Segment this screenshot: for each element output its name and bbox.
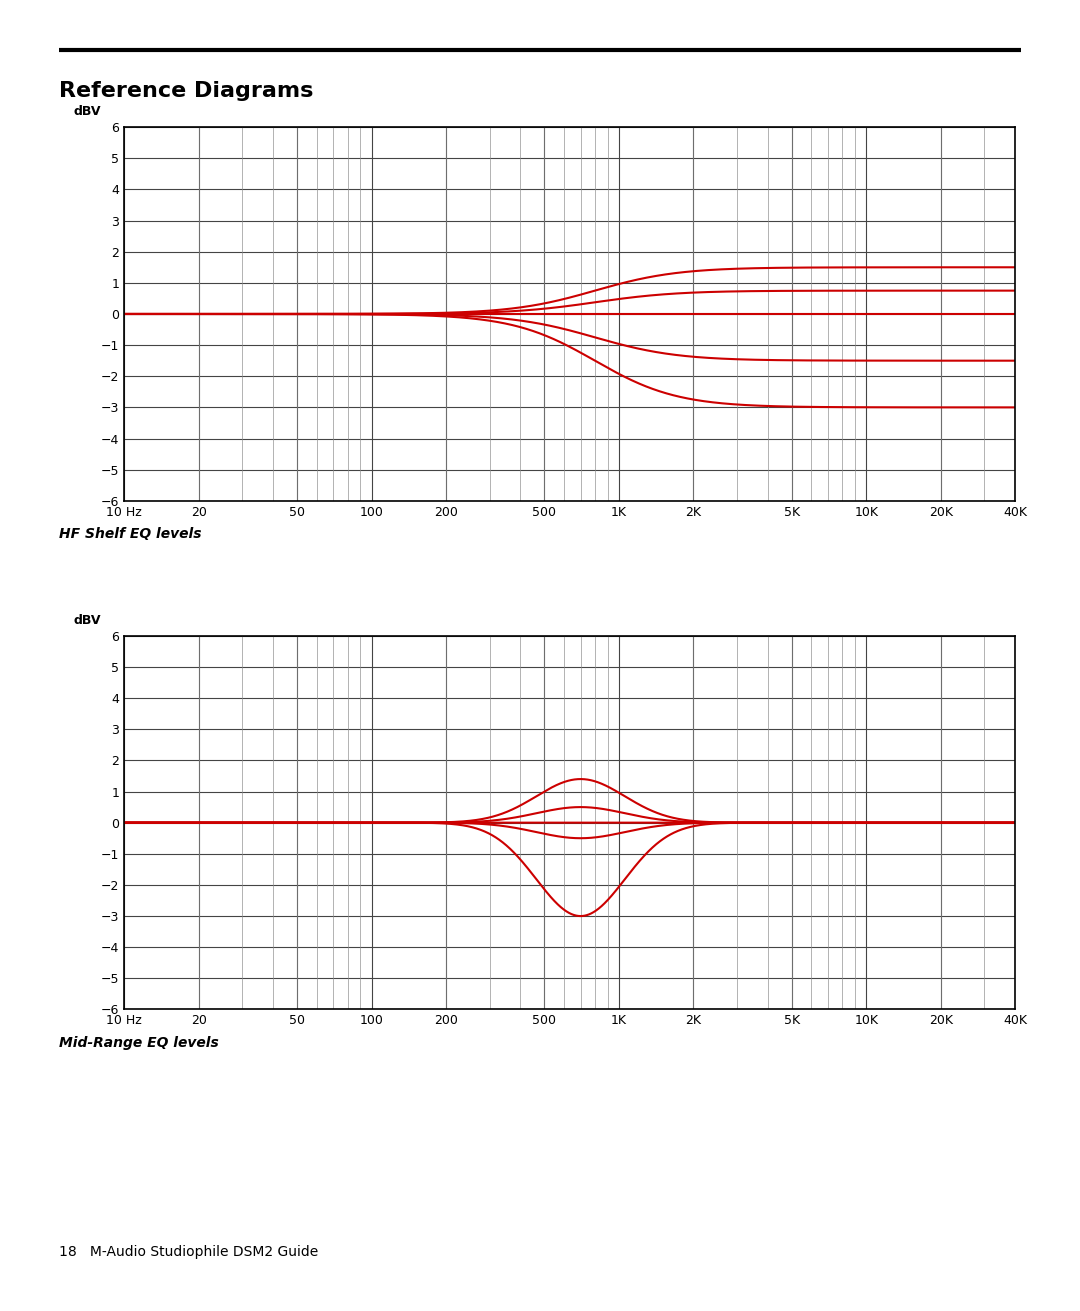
Text: dBV: dBV	[73, 614, 100, 627]
Text: dBV: dBV	[73, 105, 100, 118]
Text: Reference Diagrams: Reference Diagrams	[59, 81, 314, 101]
Text: Mid-Range EQ levels: Mid-Range EQ levels	[59, 1036, 219, 1050]
Text: 18   M-Audio Studiophile DSM2 Guide: 18 M-Audio Studiophile DSM2 Guide	[59, 1244, 319, 1259]
Text: HF Shelf EQ levels: HF Shelf EQ levels	[59, 527, 202, 541]
